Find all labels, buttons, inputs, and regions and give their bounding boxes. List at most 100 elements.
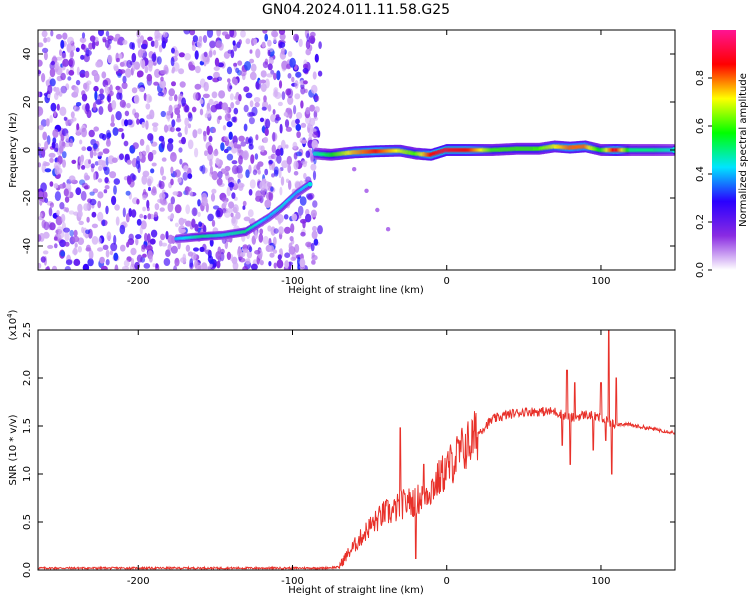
- noise-speckle: [243, 104, 249, 113]
- noise-speckle: [166, 110, 171, 116]
- noise-speckle: [85, 103, 90, 112]
- noise-speckle: [136, 254, 143, 263]
- noise-speckle: [119, 61, 125, 67]
- noise-speckle: [49, 157, 54, 163]
- noise-speckle: [201, 196, 208, 207]
- noise-speckle: [216, 76, 223, 82]
- noise-speckle: [218, 115, 222, 121]
- noise-speckle: [178, 52, 185, 58]
- x-tick-label: -200: [127, 276, 150, 287]
- noise-speckle: [57, 226, 63, 232]
- noise-speckle: [109, 84, 113, 93]
- noise-speckle: [202, 35, 208, 43]
- noise-speckle: [54, 165, 60, 176]
- noise-speckle: [255, 134, 259, 141]
- noise-speckle: [98, 106, 104, 115]
- noise-speckle: [293, 171, 299, 176]
- noise-speckle: [138, 87, 145, 93]
- noise-speckle: [85, 229, 91, 235]
- noise-speckle: [231, 116, 237, 123]
- noise-speckle: [218, 90, 226, 99]
- noise-speckle: [287, 51, 293, 57]
- noise-speckle: [73, 229, 78, 237]
- noise-speckle: [178, 68, 185, 75]
- noise-speckle: [124, 110, 130, 117]
- noise-speckle: [132, 61, 136, 72]
- noise-speckle: [191, 44, 196, 52]
- noise-speckle: [308, 133, 314, 138]
- noise-speckle: [302, 67, 309, 74]
- noise-speckle: [47, 93, 51, 99]
- noise-speckle: [215, 40, 223, 48]
- noise-speckle: [160, 233, 166, 241]
- noise-speckle: [317, 225, 323, 235]
- noise-speckle: [38, 262, 42, 269]
- noise-speckle: [240, 252, 246, 258]
- noise-speckle: [271, 144, 276, 154]
- noise-speckle: [194, 147, 199, 158]
- noise-speckle: [305, 213, 312, 223]
- noise-speckle: [111, 100, 117, 110]
- noise-speckle: [167, 215, 173, 220]
- snr-series-line: [38, 330, 675, 570]
- noise-speckle: [86, 216, 90, 223]
- noise-speckle: [83, 82, 88, 90]
- noise-speckle: [247, 244, 252, 251]
- noise-speckle: [148, 62, 153, 72]
- noise-speckle: [286, 63, 291, 70]
- noise-speckle: [201, 164, 206, 175]
- noise-speckle: [188, 64, 196, 71]
- noise-speckle: [221, 31, 229, 36]
- noise-speckle: [77, 203, 83, 213]
- noise-speckle: [104, 39, 110, 49]
- noise-speckle: [310, 242, 315, 252]
- noise-speckle: [216, 178, 223, 186]
- noise-speckle: [287, 164, 292, 174]
- noise-speckle: [95, 99, 102, 105]
- noise-speckle: [131, 209, 137, 218]
- noise-speckle: [237, 60, 243, 66]
- noise-speckle: [264, 168, 269, 176]
- noise-speckle: [139, 213, 144, 219]
- noise-speckle: [79, 73, 85, 78]
- noise-speckle: [121, 82, 128, 90]
- noise-speckle: [139, 226, 143, 235]
- noise-speckle: [141, 59, 146, 70]
- noise-speckle: [46, 36, 51, 43]
- noise-speckle: [262, 61, 269, 69]
- snr-panel: -200 -100 0 100 0.0 0.5 1.0 1.5 2.0 2.5 Height o…: [6, 309, 676, 596]
- noise-speckle: [63, 188, 69, 197]
- noise-speckle: [299, 258, 306, 268]
- noise-speckle: [220, 142, 225, 152]
- noise-speckle: [245, 38, 251, 45]
- noise-speckle: [272, 249, 278, 254]
- noise-speckle: [82, 263, 90, 270]
- noise-speckle: [291, 252, 297, 261]
- noise-speckle: [272, 109, 276, 115]
- noise-speckle: [49, 67, 56, 78]
- noise-speckle: [60, 85, 67, 94]
- snr-y-axis: 0.0 0.5 1.0 1.5 2.0 2.5: [22, 322, 675, 578]
- noise-speckle: [228, 201, 235, 209]
- noise-speckle: [197, 128, 203, 135]
- noise-speckle: [64, 196, 70, 203]
- noise-speckle: [109, 171, 117, 179]
- noise-speckle: [101, 265, 108, 270]
- noise-speckle: [131, 52, 137, 63]
- noise-speckle: [110, 242, 118, 252]
- noise-speckle: [60, 72, 66, 81]
- noise-speckle: [133, 94, 140, 105]
- noise-speckle: [270, 226, 276, 236]
- noise-speckle: [152, 125, 158, 132]
- noise-speckle: [238, 182, 242, 187]
- noise-speckle: [178, 217, 185, 226]
- noise-speckle: [292, 141, 298, 150]
- noise-speckle: [106, 95, 110, 102]
- noise-speckle: [97, 178, 103, 183]
- noise-speckle: [231, 256, 238, 265]
- noise-speckle: [161, 40, 166, 49]
- noise-speckle: [159, 207, 165, 212]
- noise-speckle: [267, 49, 271, 57]
- noise-speckle: [147, 133, 154, 141]
- noise-speckle: [99, 88, 104, 95]
